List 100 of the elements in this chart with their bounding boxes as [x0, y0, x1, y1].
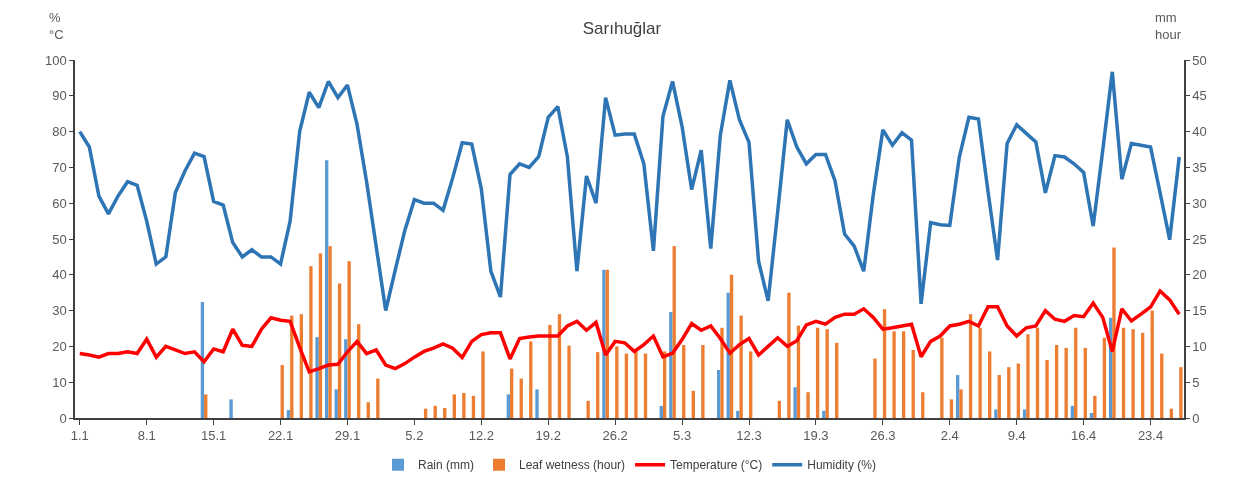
- bar: [1179, 367, 1183, 418]
- bar: [315, 337, 319, 418]
- x-tick-label: 26.3: [870, 428, 896, 444]
- bar: [586, 400, 590, 418]
- bar: [567, 345, 571, 418]
- bar: [596, 352, 600, 418]
- x-tick-label: 29.1: [334, 428, 361, 444]
- bar: [806, 392, 810, 418]
- bar: [1074, 327, 1078, 418]
- y-tick-label: 80: [52, 124, 67, 140]
- x-tick-label: 19.3: [803, 428, 829, 444]
- bar: [835, 342, 839, 418]
- bar: [669, 312, 673, 418]
- bar: [988, 351, 992, 418]
- y-tick-label: 20: [52, 338, 67, 354]
- y-tick-label: 0: [59, 410, 67, 426]
- bar: [921, 392, 925, 418]
- bar: [634, 351, 638, 418]
- bar: [548, 324, 552, 418]
- bar: [452, 394, 456, 418]
- bar: [535, 389, 539, 418]
- bar: [334, 389, 338, 418]
- bar: [959, 389, 963, 418]
- bar: [739, 315, 743, 418]
- y-tick-label: 60: [52, 195, 67, 211]
- x-tick-label: 5.2: [405, 428, 424, 444]
- legend-label: Leaf wetness (hour): [519, 458, 626, 473]
- bar: [1064, 347, 1068, 418]
- y2-tick-label: 30: [1192, 195, 1207, 211]
- bar: [1131, 329, 1135, 418]
- x-tick-label: 15.1: [200, 428, 227, 444]
- bar: [366, 402, 370, 418]
- bar: [825, 329, 829, 418]
- y-tick-label: 10: [52, 374, 67, 390]
- y-tick-label: 40: [52, 267, 67, 283]
- y2-tick-label: 50: [1192, 52, 1207, 68]
- y2-tick-label: 45: [1192, 88, 1207, 104]
- x-tick-label: 9.4: [1007, 428, 1026, 444]
- bar: [749, 351, 753, 418]
- x-tick-label: 8.1: [137, 428, 156, 444]
- bar: [1112, 247, 1116, 418]
- y-tick-label: 90: [52, 88, 67, 104]
- bar: [901, 331, 906, 418]
- bar: [892, 331, 896, 418]
- bar: [1022, 409, 1027, 418]
- bar: [286, 410, 291, 418]
- bar: [1102, 337, 1107, 418]
- y2-tick-label: 35: [1192, 159, 1207, 175]
- y2-tick-label: 10: [1192, 338, 1207, 354]
- bar: [940, 337, 944, 418]
- bar: [994, 409, 998, 418]
- y-tick-label: 50: [52, 231, 67, 247]
- bar: [716, 370, 721, 418]
- x-tick-label: 12.2: [468, 428, 494, 444]
- x-tick-label: 19.2: [535, 428, 561, 444]
- x-tick-label: 22.1: [267, 428, 294, 444]
- x-tick-label: 12.3: [736, 428, 762, 444]
- bar: [229, 399, 233, 418]
- x-tick-label: 26.2: [602, 428, 628, 444]
- y2-tick-label: 15: [1192, 303, 1207, 319]
- x-tick-label: 2.4: [940, 428, 959, 444]
- bar: [787, 292, 791, 418]
- y-tick-label: 30: [52, 303, 67, 319]
- y2-tick-label: 5: [1192, 374, 1200, 390]
- line-series: [78, 70, 1181, 313]
- legend-label: Rain (mm): [418, 458, 474, 473]
- bar: [1045, 360, 1049, 418]
- y2-axis-title: mm hour: [1155, 10, 1182, 42]
- bar: [309, 266, 313, 418]
- y-tick-label: 100: [44, 52, 67, 68]
- x-tick-label: 23.4: [1137, 428, 1164, 444]
- bar: [955, 375, 960, 418]
- bar: [347, 261, 351, 418]
- bar: [462, 392, 466, 418]
- bar: [873, 358, 877, 418]
- y-axis-title: % °C: [49, 10, 64, 42]
- bar: [615, 346, 619, 418]
- bar: [529, 341, 533, 418]
- bar: [1026, 334, 1030, 418]
- bar: [1083, 347, 1087, 418]
- bar: [280, 365, 284, 418]
- bar: [481, 351, 485, 418]
- x-tick-label: 1.1: [70, 428, 89, 444]
- legend-label: Humidity (%): [807, 458, 876, 473]
- line-series: [78, 289, 1181, 374]
- bar: [720, 327, 724, 418]
- bar: [978, 327, 982, 418]
- y-tick-label: 70: [52, 159, 67, 175]
- bar: [815, 327, 820, 418]
- bar: [1121, 327, 1126, 418]
- x-tick-label: 16.4: [1070, 428, 1097, 444]
- bar: [1007, 367, 1011, 418]
- chart-title: Sarıhuğlar: [582, 18, 662, 38]
- bar: [997, 375, 1001, 418]
- y2-tick-label: 25: [1192, 231, 1207, 247]
- y2-tick-label: 40: [1192, 124, 1207, 140]
- bar: [376, 378, 380, 418]
- bar: [949, 399, 954, 418]
- y2-tick-label: 20: [1192, 267, 1207, 283]
- bar: [204, 394, 208, 418]
